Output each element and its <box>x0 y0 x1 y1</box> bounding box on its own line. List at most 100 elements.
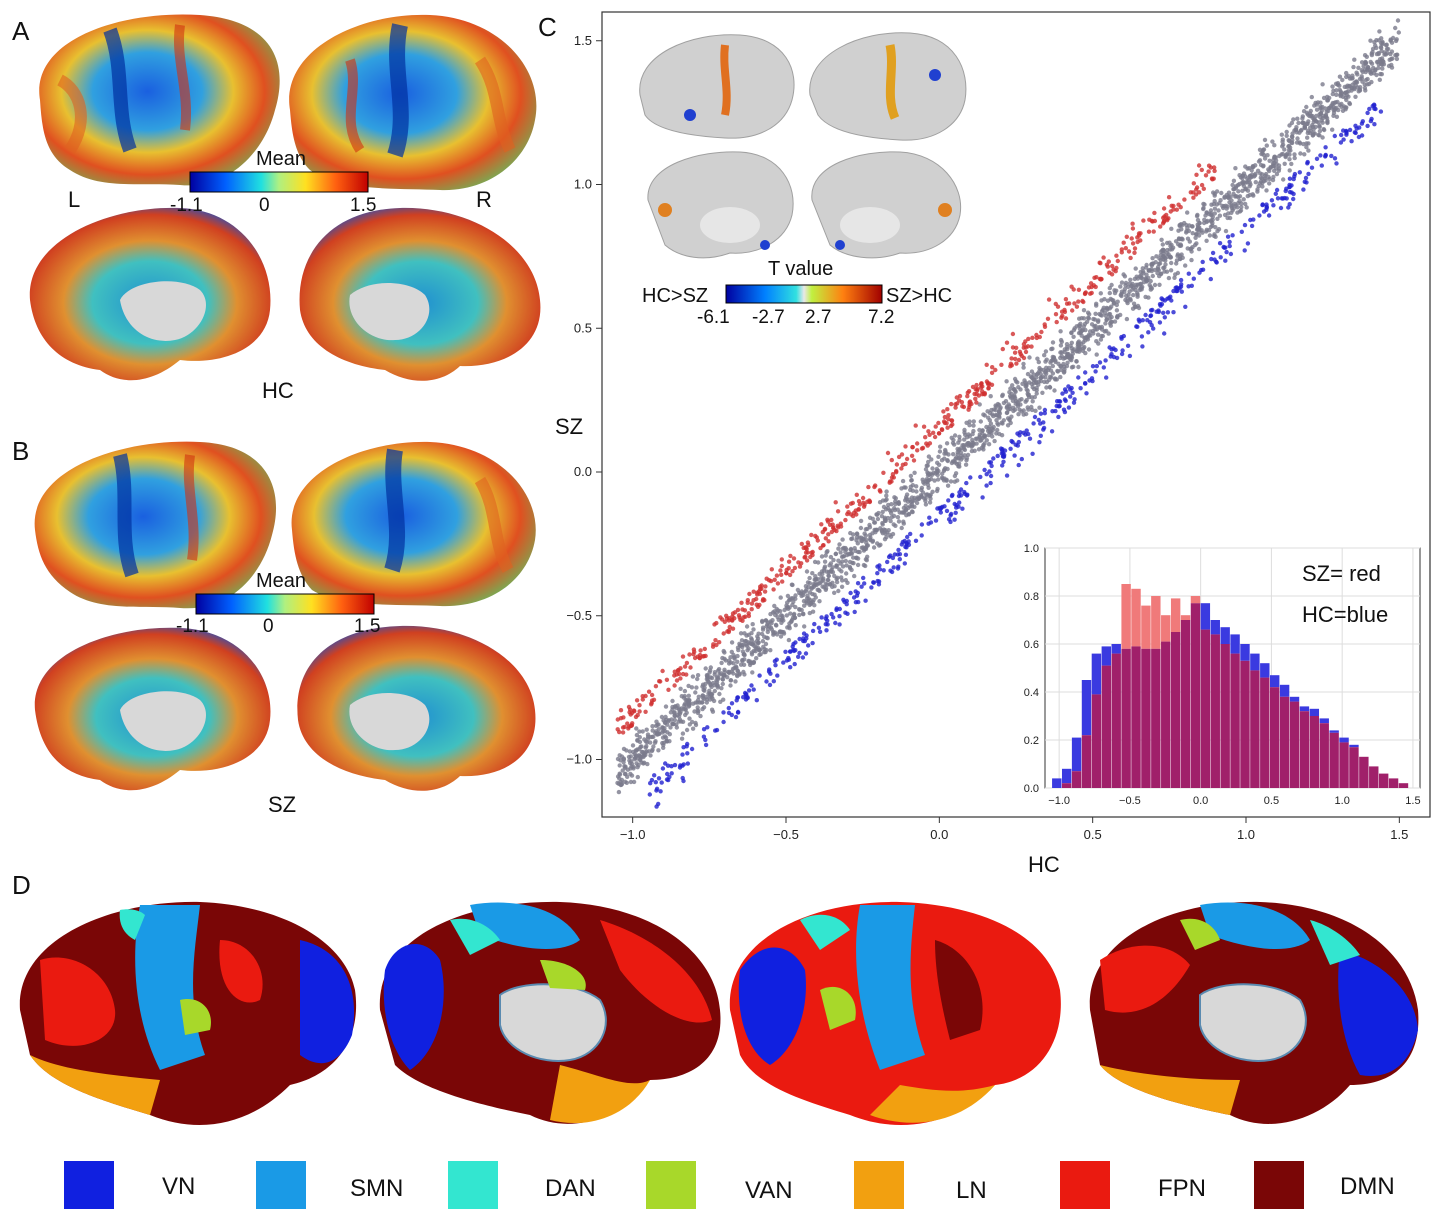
scatter-point <box>1074 359 1079 364</box>
scatter-points <box>615 18 1401 809</box>
scatter-point <box>679 736 685 741</box>
scatter-point <box>1019 397 1024 402</box>
scatter-point <box>1178 256 1183 262</box>
scatter-point <box>974 400 979 405</box>
scatter-point <box>1141 269 1146 274</box>
scatter-point <box>1015 443 1020 448</box>
scatter-point <box>805 593 810 598</box>
scatter-point <box>914 484 919 489</box>
hist-bar-overlap <box>1349 747 1359 788</box>
hist-bar-overlap <box>1111 653 1121 788</box>
scatter-point <box>648 753 653 758</box>
scatter-point <box>793 593 798 598</box>
legend-label-van: VAN <box>745 1177 793 1204</box>
scatter-point <box>887 480 892 485</box>
scatter-point <box>643 709 648 714</box>
scatter-point <box>682 664 688 669</box>
scatter-point <box>1174 207 1179 212</box>
scatter-point <box>909 509 915 514</box>
scatter-point <box>1018 351 1023 357</box>
scatter-point <box>874 512 879 517</box>
scatter-point <box>1077 347 1083 352</box>
scatter-point <box>822 564 828 569</box>
scatter-point <box>762 650 767 655</box>
scatter-point <box>775 673 780 678</box>
scatter-point <box>620 730 626 735</box>
scatter-point <box>801 598 807 604</box>
scatter-point <box>1357 87 1362 92</box>
scatter-point <box>633 748 638 753</box>
scatter-point <box>1164 212 1169 218</box>
scatter-point <box>990 434 995 439</box>
scatter-point <box>949 435 954 440</box>
scatter-point <box>684 727 690 733</box>
scatter-point <box>775 608 781 613</box>
y-tick-label: 1.5 <box>574 33 592 48</box>
scatter-point <box>700 700 705 705</box>
scatter-point <box>1297 170 1302 175</box>
hist-bar-excess <box>1220 627 1230 644</box>
scatter-point <box>1260 184 1265 189</box>
scatter-point <box>1194 172 1199 177</box>
scatter-point <box>645 736 651 741</box>
scatter-point <box>982 434 988 439</box>
scatter-point <box>1069 284 1074 289</box>
scatter-axes: −1.0 −0.5 0.0 0.5 1.0 1.5−1.0−0.50.00.51.01.5 <box>566 33 1408 842</box>
scatter-point <box>1133 266 1138 271</box>
scatter-point <box>954 395 959 400</box>
scatter-point <box>1224 249 1229 255</box>
scatter-point <box>1046 297 1052 302</box>
scatter-point <box>1179 252 1184 257</box>
scatter-point <box>1000 392 1005 397</box>
scatter-point <box>845 511 850 517</box>
scatter-point <box>884 489 889 494</box>
scatter-point <box>1310 124 1316 129</box>
scatter-point <box>799 561 804 566</box>
scatter-point <box>751 660 756 665</box>
scatter-point <box>626 754 632 760</box>
scatter-point <box>783 649 788 654</box>
scatter-point <box>902 561 907 566</box>
scatter-point <box>628 712 633 717</box>
scatter-point <box>936 420 941 426</box>
scatter-point <box>653 780 658 785</box>
scatter-point <box>1065 346 1070 352</box>
scatter-point <box>677 765 683 770</box>
scatter-point <box>1093 369 1098 374</box>
scatter-point <box>735 673 740 679</box>
scatter-point <box>1019 409 1024 414</box>
scatter-point <box>837 622 842 627</box>
scatter-point <box>952 501 957 507</box>
scatter-point <box>1143 312 1148 318</box>
scatter-point <box>1169 260 1174 266</box>
group-label-hc: HC <box>262 378 294 403</box>
scatter-point <box>1058 374 1063 380</box>
scatter-point <box>1271 203 1276 208</box>
scatter-point <box>909 453 915 458</box>
scatter-point <box>697 655 702 660</box>
scatter-point <box>1082 291 1088 297</box>
scatter-point <box>952 479 957 484</box>
scatter-point <box>628 766 633 771</box>
scatter-point <box>825 618 830 623</box>
scatter-point <box>1367 106 1372 112</box>
scatter-point <box>1208 224 1214 230</box>
brain-a-lateral-right <box>289 14 537 191</box>
scatter-point <box>1114 314 1120 320</box>
scatter-point <box>919 533 924 538</box>
scatter-point <box>1179 227 1184 232</box>
scatter-point <box>1244 205 1249 210</box>
scatter-point <box>1164 269 1170 274</box>
scatter-point <box>1368 118 1374 124</box>
scatter-point <box>867 499 873 504</box>
scatter-point <box>680 654 686 659</box>
scatter-point <box>1284 133 1289 138</box>
scatter-point <box>760 639 766 644</box>
scatter-point <box>1287 184 1292 189</box>
scatter-point <box>714 727 720 733</box>
scatter-point <box>1218 198 1223 203</box>
scatter-point <box>995 453 1000 459</box>
scatter-point <box>791 612 797 618</box>
scatter-point <box>1176 237 1182 242</box>
hist-x-tick: 1.0 <box>1335 795 1350 807</box>
